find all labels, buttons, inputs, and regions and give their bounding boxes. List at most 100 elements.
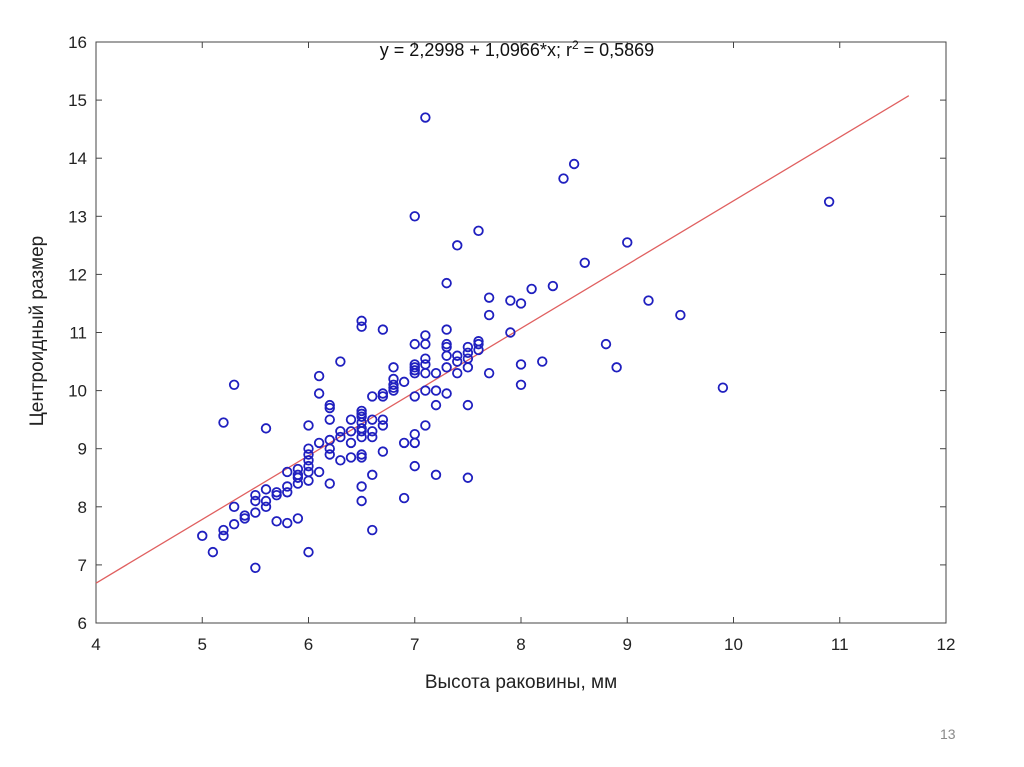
data-point <box>717 382 729 393</box>
data-point <box>218 417 229 428</box>
data-point <box>568 158 580 170</box>
data-point <box>452 240 463 251</box>
data-point <box>388 362 399 373</box>
data-point <box>377 414 389 425</box>
data-point <box>441 277 452 289</box>
data-point <box>324 449 335 460</box>
data-point <box>324 434 335 446</box>
y-tick-label: 10 <box>68 382 87 401</box>
data-point <box>430 469 442 481</box>
data-point <box>505 295 516 306</box>
y-axis-label: Центроидный размер <box>27 236 48 427</box>
data-point <box>537 356 548 367</box>
data-point <box>526 283 537 295</box>
data-point <box>356 481 367 492</box>
data-point <box>441 324 452 335</box>
data-point <box>313 437 325 449</box>
data-point <box>622 237 633 248</box>
y-tick-label: 12 <box>68 265 87 284</box>
data-point <box>452 367 463 379</box>
data-point <box>260 495 272 507</box>
data-point <box>324 399 335 411</box>
data-point <box>271 516 282 527</box>
data-point <box>345 452 357 463</box>
x-axis-label: Высота раковины, мм <box>425 672 617 693</box>
data-point <box>398 376 410 388</box>
data-point <box>250 495 261 507</box>
data-point <box>303 455 314 466</box>
y-tick-label: 11 <box>69 324 87 343</box>
data-point <box>197 530 208 542</box>
data-point <box>420 420 431 431</box>
data-point <box>367 469 378 481</box>
points-layer <box>197 112 835 574</box>
data-point <box>335 431 346 443</box>
data-point <box>303 460 314 472</box>
data-point <box>420 385 431 396</box>
data-point <box>462 353 474 364</box>
data-point <box>409 437 420 449</box>
x-tick-label: 12 <box>937 635 956 654</box>
page-number: 13 <box>940 726 956 742</box>
data-point <box>515 298 527 309</box>
data-point <box>367 524 378 536</box>
data-point <box>515 379 527 390</box>
data-point <box>356 495 367 507</box>
data-point <box>398 437 410 449</box>
data-point <box>483 367 495 379</box>
data-point <box>473 225 484 237</box>
data-point <box>292 463 304 475</box>
data-point <box>483 309 495 321</box>
data-point <box>303 443 314 454</box>
data-point <box>260 501 272 513</box>
y-tick-label: 8 <box>78 498 87 517</box>
data-point <box>420 330 431 341</box>
x-tick-label: 5 <box>198 635 207 654</box>
data-point <box>398 492 410 504</box>
data-point <box>356 405 367 417</box>
x-tick-label: 8 <box>516 635 525 654</box>
data-point <box>409 338 420 350</box>
data-point <box>303 546 314 558</box>
equation-suffix: = 0,5869 <box>579 40 655 60</box>
data-point <box>823 196 835 207</box>
data-point <box>239 510 250 521</box>
data-point <box>313 388 325 399</box>
regression-equation: y = 2,2998 + 1,0966*x; r2 = 0,5869 <box>380 38 654 60</box>
plot-frame <box>95 41 947 624</box>
data-point <box>228 379 240 390</box>
data-point <box>441 388 452 399</box>
data-point <box>579 257 590 268</box>
data-point <box>409 359 420 370</box>
x-tick-label: 9 <box>623 635 632 654</box>
data-point <box>260 484 272 495</box>
data-point <box>462 472 474 483</box>
data-point <box>547 280 559 292</box>
data-point <box>218 530 229 542</box>
data-point <box>228 501 240 513</box>
data-point <box>377 446 389 457</box>
data-point <box>643 295 654 306</box>
y-tick-label: 7 <box>78 556 87 575</box>
data-point <box>377 324 389 335</box>
data-point <box>367 426 378 437</box>
data-point <box>367 414 378 425</box>
data-point <box>367 391 378 402</box>
data-point <box>250 562 261 574</box>
data-point <box>420 338 431 350</box>
data-point <box>409 211 420 222</box>
y-tick-label: 6 <box>78 614 87 633</box>
data-point <box>483 292 495 303</box>
data-point <box>388 373 399 385</box>
data-point <box>409 428 420 440</box>
data-point <box>324 478 335 489</box>
data-point <box>600 338 612 350</box>
data-point <box>335 426 346 437</box>
data-point <box>473 336 484 347</box>
fit-line-layer <box>95 95 910 584</box>
x-tick-label: 4 <box>91 635 100 654</box>
data-point <box>441 350 452 361</box>
data-point <box>313 370 325 382</box>
data-point <box>292 469 304 481</box>
